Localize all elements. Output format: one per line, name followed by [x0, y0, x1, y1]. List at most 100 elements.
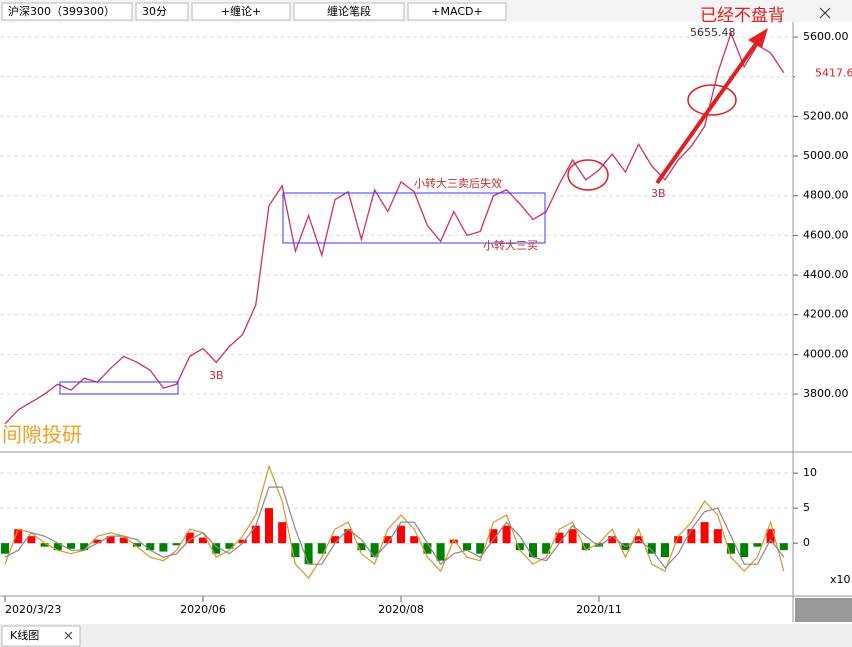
annotation: 3B [209, 369, 224, 382]
macd-bar [727, 543, 735, 554]
macd-bar [119, 537, 128, 544]
button[interactable] [293, 2, 405, 21]
last-price-box [795, 65, 852, 82]
annotation: 5655.48 [690, 26, 736, 39]
tab-bar [0, 624, 852, 647]
macd-bar [476, 543, 485, 554]
macd-bar [766, 529, 775, 544]
period-select[interactable] [135, 2, 189, 21]
macd-bar [133, 543, 141, 547]
tab-label: K线图 [10, 628, 39, 642]
annotation: 已经不盘背 [700, 6, 785, 26]
close-icon[interactable] [64, 631, 73, 640]
tab[interactable] [1, 625, 81, 647]
macd-bar [370, 543, 379, 558]
y-tick-label: 5 [803, 501, 810, 514]
symbol: 沪深300（399300） [8, 4, 115, 18]
macd-bar [410, 536, 419, 544]
macd-bar [542, 543, 551, 554]
watermark: 间隙投研 [2, 423, 82, 447]
pivot-box [59, 381, 179, 395]
macd-bar [515, 543, 524, 551]
macd-bar [661, 543, 669, 558]
macd-bar [555, 532, 564, 544]
annotation: 3B [651, 187, 666, 200]
button-label: +MACD+ [431, 5, 482, 18]
maximize-icon[interactable] [819, 7, 831, 19]
x-tick-label: 2020/11 [576, 603, 622, 616]
macd-bar [27, 536, 36, 544]
macd-bar [449, 539, 458, 544]
period: 30分 [142, 5, 167, 18]
y-tick-label: 4200.00 [803, 308, 849, 321]
macd-bar [753, 543, 762, 547]
macd-bar [397, 525, 405, 544]
macd-bar [238, 539, 247, 544]
macd-bar [14, 529, 23, 544]
macd-bar [1, 543, 9, 554]
macd-bar [291, 543, 300, 558]
macd-bar [53, 543, 62, 551]
highlight [567, 159, 609, 191]
pivot-box [282, 192, 546, 244]
symbol-box[interactable] [1, 2, 133, 21]
macd-bar [713, 529, 722, 544]
macd-bar [383, 536, 392, 544]
button-label: 缠论笔段 [327, 4, 371, 18]
macd-bar [159, 543, 168, 552]
macd-bar [423, 543, 432, 554]
macd-bar [185, 532, 194, 544]
x-tick-label: 2020/3/23 [5, 603, 61, 616]
macd-bar [489, 529, 498, 544]
corner [795, 598, 852, 622]
y-tick-label: 4000.00 [803, 347, 849, 360]
macd-bar [581, 543, 590, 551]
macd-bar [199, 537, 207, 544]
macd-bar [647, 543, 656, 554]
macd-bar [740, 543, 749, 558]
macd-bar [436, 543, 445, 561]
macd-bar [595, 543, 603, 547]
macd-bar [212, 543, 221, 554]
x-tick-label: 2020/08 [378, 603, 424, 616]
y-tick-label: 3800.00 [803, 387, 849, 400]
dif-line [4, 464, 785, 580]
macd-bar [529, 543, 537, 558]
macd-bar [344, 529, 353, 544]
annotation: 小转大三买 [483, 238, 538, 252]
macd-bar [463, 543, 471, 551]
y-tick-label: 4600.00 [803, 228, 849, 241]
macd-bar [331, 536, 339, 544]
macd-bar [278, 522, 287, 544]
macd-bar [40, 543, 49, 547]
macd-bar [225, 543, 234, 549]
macd-bar [357, 543, 366, 551]
y-tick-label: 0 [803, 536, 810, 549]
macd-bar [700, 522, 709, 544]
button[interactable] [191, 2, 291, 21]
macd-bar [251, 525, 260, 544]
annotation: 小转大三卖后失效 [414, 176, 502, 190]
y-tick-label: 5000.00 [803, 149, 849, 162]
price-line [4, 31, 785, 425]
macd-bar [687, 529, 696, 544]
y-tick-label: 5200.00 [803, 109, 849, 122]
unit: x10 [830, 573, 851, 586]
x-tick-label: 2020/06 [180, 603, 226, 616]
y-tick-label: 5600.00 [803, 30, 849, 43]
dea-line [4, 486, 785, 569]
macd-bar [674, 536, 683, 544]
macd-bar [265, 508, 273, 544]
macd-bar [80, 543, 89, 551]
arrow [655, 36, 762, 185]
macd-bar [106, 536, 115, 544]
button[interactable] [407, 2, 507, 21]
macd-bar [146, 543, 155, 551]
arrow-head [748, 28, 768, 48]
macd-bar [779, 543, 788, 551]
macd-bar [93, 539, 102, 544]
y-tick-label: 4400.00 [803, 268, 849, 281]
y-tick-label: 4800.00 [803, 189, 849, 202]
